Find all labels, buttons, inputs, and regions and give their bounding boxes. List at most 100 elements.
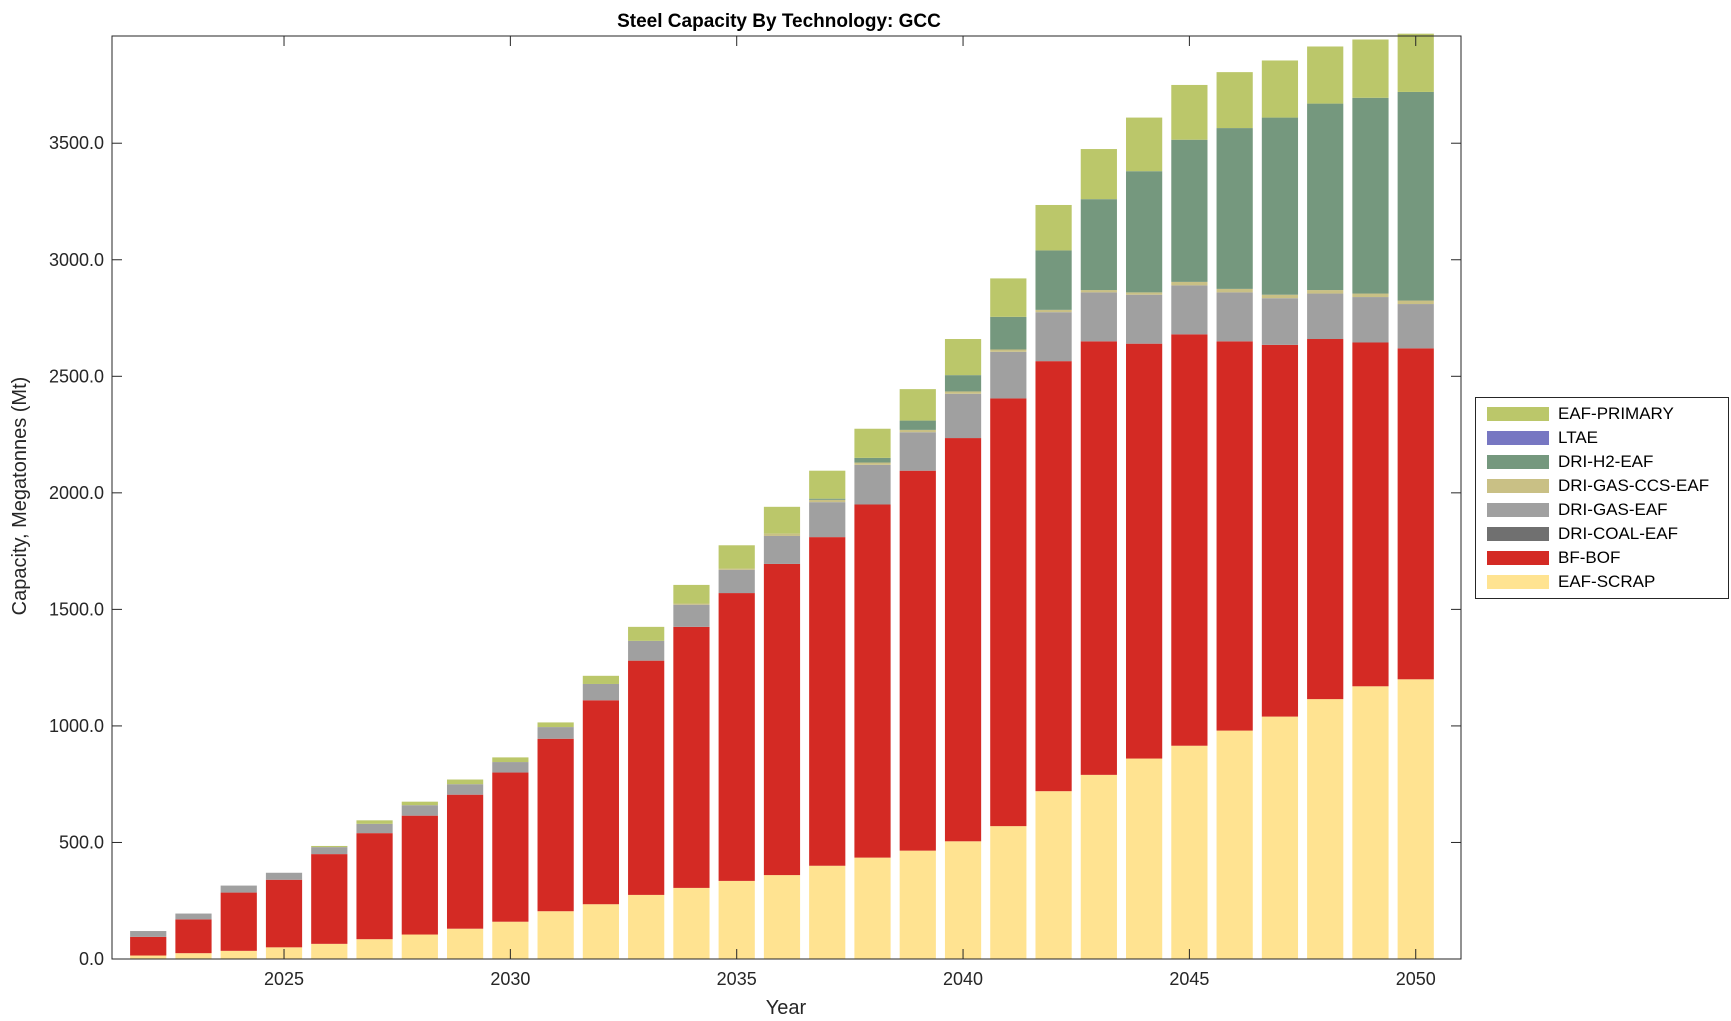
bar-segment-bf-bof-2036 (763, 563, 801, 876)
bar-segment-eaf-primary-2045 (1171, 84, 1208, 140)
bar-segment-dri-h2-eaf-2037 (809, 498, 846, 500)
bar-segment-dri-gas-eaf-2039 (899, 432, 936, 471)
bar-segment-eaf-primary-2030 (492, 757, 529, 763)
bar-segment-bf-bof-2032 (582, 700, 619, 905)
y-tick-label: 1500.0 (49, 599, 104, 619)
bar-segment-eaf-primary-2028 (401, 801, 438, 806)
legend-swatch (1487, 455, 1549, 469)
bar-segment-eaf-primary-2035 (718, 545, 755, 569)
bar-segment-dri-gas-eaf-2029 (446, 784, 484, 795)
bar-segment-dri-gas-ccs-eaf-2049 (1352, 293, 1389, 298)
bar-segment-dri-gas-ccs-eaf-2047 (1261, 294, 1299, 299)
bar-segment-eaf-scrap-2047 (1261, 716, 1299, 959)
bar-segment-dri-gas-eaf-2045 (1171, 285, 1208, 335)
bar-segment-eaf-scrap-2031 (537, 911, 574, 959)
bar-segment-bf-bof-2037 (809, 537, 846, 866)
bar-segment-eaf-scrap-2038 (854, 857, 891, 959)
x-tick-label: 2025 (264, 969, 304, 989)
bar-segment-dri-h2-eaf-2044 (1126, 171, 1163, 293)
bar-segment-bf-bof-2033 (628, 660, 665, 895)
bar-segment-dri-gas-ccs-eaf-2045 (1171, 281, 1208, 286)
bar-segment-dri-gas-eaf-2031 (537, 727, 574, 739)
y-tick-label: 500.0 (59, 832, 104, 852)
legend-item-dri-coal-eaf: DRI-COAL-EAF (1476, 522, 1728, 546)
bar-segment-bf-bof-2047 (1261, 344, 1299, 717)
bar-segment-dri-gas-eaf-2038 (854, 464, 891, 505)
legend-swatch (1487, 431, 1549, 445)
bar-segment-eaf-primary-2046 (1216, 72, 1253, 129)
bar-segment-dri-gas-eaf-2036 (763, 535, 801, 564)
bar-segment-eaf-primary-2047 (1261, 60, 1299, 118)
bar-segment-eaf-primary-2043 (1080, 149, 1117, 200)
bar-segment-eaf-scrap-2040 (944, 841, 982, 959)
legend-label: DRI-COAL-EAF (1558, 524, 1678, 543)
bar-segment-dri-gas-eaf-2047 (1261, 298, 1299, 345)
bar-segment-dri-h2-eaf-2049 (1352, 97, 1389, 294)
bar-segment-dri-gas-eaf-2027 (356, 823, 393, 834)
bar-segment-dri-h2-eaf-2050 (1397, 91, 1434, 301)
bar-segment-dri-gas-eaf-2046 (1216, 292, 1253, 342)
legend-label: BF-BOF (1558, 548, 1621, 567)
bar-segment-bf-bof-2029 (446, 794, 484, 929)
legend-label: EAF-PRIMARY (1558, 404, 1674, 423)
bar-segment-bf-bof-2046 (1216, 341, 1253, 731)
x-tick-label: 2045 (1169, 969, 1209, 989)
bar-segment-eaf-primary-2034 (673, 584, 710, 604)
bar-segment-eaf-primary-2038 (854, 428, 891, 458)
bar-segment-dri-gas-ccs-eaf-2048 (1307, 290, 1344, 294)
bar-segment-dri-h2-eaf-2040 (944, 375, 982, 392)
bar-segment-eaf-primary-2040 (944, 339, 982, 376)
bar-segment-dri-gas-eaf-2050 (1397, 304, 1434, 349)
bar-segment-dri-gas-ccs-eaf-2042 (1035, 309, 1072, 313)
bar-segment-bf-bof-2049 (1352, 342, 1389, 687)
bar-segment-dri-gas-ccs-eaf-2041 (990, 349, 1027, 352)
bar-segment-dri-gas-eaf-2048 (1307, 293, 1344, 339)
bar-segment-dri-gas-ccs-eaf-2038 (854, 462, 891, 465)
bar-segment-eaf-scrap-2035 (718, 880, 755, 959)
bar-segment-dri-h2-eaf-2042 (1035, 250, 1072, 310)
chart-title: Steel Capacity By Technology: GCC (617, 11, 941, 32)
legend-label: DRI-GAS-CCS-EAF (1558, 476, 1710, 495)
legend-label: DRI-GAS-EAF (1558, 500, 1668, 519)
legend-item-eaf-primary: EAF-PRIMARY (1476, 402, 1728, 426)
legend-swatch (1487, 407, 1549, 421)
bars-layer (130, 33, 1434, 959)
bar-segment-eaf-scrap-2045 (1171, 745, 1208, 959)
bar-segment-eaf-scrap-2026 (311, 943, 348, 959)
x-axis-label: Year (766, 997, 807, 1019)
bar-segment-eaf-primary-2036 (763, 506, 801, 534)
bar-segment-dri-gas-eaf-2025 (265, 872, 303, 880)
legend-swatch (1487, 527, 1549, 541)
bar-segment-bf-bof-2038 (854, 504, 891, 858)
bar-segment-eaf-scrap-2024 (220, 950, 257, 959)
bar-segment-eaf-scrap-2041 (990, 826, 1027, 959)
bar-segment-bf-bof-2040 (944, 438, 982, 842)
bar-segment-eaf-primary-2031 (537, 722, 574, 728)
bar-segment-eaf-scrap-2050 (1397, 679, 1434, 959)
bar-segment-dri-gas-eaf-2043 (1080, 292, 1117, 342)
y-tick-label: 2000.0 (49, 483, 104, 503)
x-tick-label: 2040 (943, 969, 983, 989)
bar-segment-bf-bof-2022 (130, 936, 167, 956)
plot-frame (111, 35, 1462, 960)
bar-segment-eaf-primary-2026 (311, 845, 348, 848)
bar-segment-bf-bof-2028 (401, 815, 438, 935)
bar-segment-dri-gas-ccs-eaf-2035 (718, 568, 755, 570)
bar-segment-eaf-scrap-2029 (446, 928, 484, 959)
bar-segment-bf-bof-2025 (265, 879, 303, 948)
y-tick-label: 3500.0 (49, 133, 104, 153)
bar-segment-dri-gas-ccs-eaf-2043 (1080, 290, 1117, 293)
y-axis-label: Capacity, Megatonnes (Mt) (9, 377, 31, 616)
bar-segment-eaf-scrap-2022 (130, 955, 167, 959)
bar-segment-dri-h2-eaf-2046 (1216, 128, 1253, 289)
bar-segment-eaf-scrap-2034 (673, 887, 710, 959)
bar-segment-bf-bof-2026 (311, 854, 348, 944)
bar-segment-dri-h2-eaf-2041 (990, 316, 1027, 350)
bar-segment-dri-gas-eaf-2026 (311, 847, 348, 855)
bar-segment-dri-gas-ccs-eaf-2034 (673, 603, 710, 605)
bar-segment-eaf-scrap-2043 (1080, 774, 1117, 959)
bar-segment-eaf-primary-2027 (356, 820, 393, 824)
legend-item-ltae: LTAE (1476, 426, 1728, 450)
bar-segment-eaf-scrap-2023 (175, 953, 212, 959)
